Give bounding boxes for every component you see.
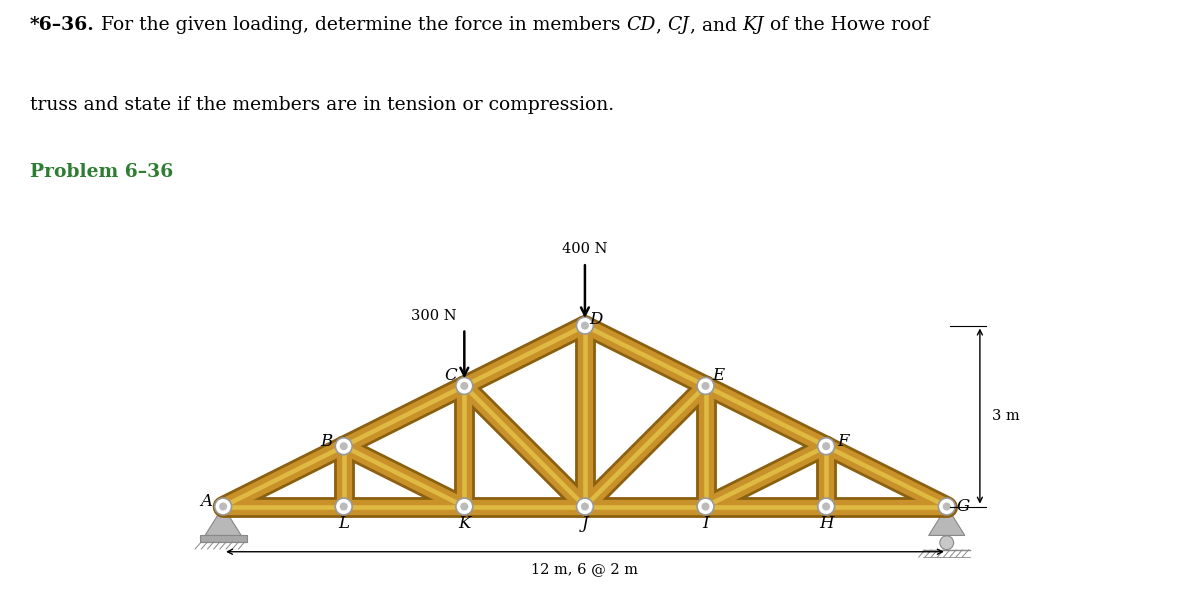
- Circle shape: [817, 498, 834, 515]
- Text: 12 m, 6 @ 2 m: 12 m, 6 @ 2 m: [532, 563, 638, 576]
- Text: F: F: [838, 433, 848, 450]
- Text: For the given loading, determine the force in members: For the given loading, determine the for…: [95, 16, 626, 34]
- Text: K: K: [458, 515, 470, 532]
- Text: truss and state if the members are in tension or compression.: truss and state if the members are in te…: [30, 95, 614, 113]
- Circle shape: [817, 438, 834, 455]
- Circle shape: [697, 377, 714, 394]
- Text: KJ: KJ: [743, 16, 764, 34]
- Circle shape: [702, 383, 709, 390]
- Circle shape: [943, 503, 950, 510]
- Text: ,: ,: [655, 16, 667, 34]
- Text: Problem 6–36: Problem 6–36: [30, 163, 173, 181]
- Circle shape: [220, 503, 227, 510]
- Text: 300 N: 300 N: [412, 309, 457, 323]
- Circle shape: [335, 438, 352, 455]
- Bar: [199, 535, 247, 541]
- Circle shape: [461, 383, 468, 390]
- Text: of the Howe roof: of the Howe roof: [764, 16, 929, 34]
- Circle shape: [582, 503, 588, 510]
- Circle shape: [341, 503, 347, 510]
- Text: B: B: [320, 433, 332, 450]
- Circle shape: [215, 498, 232, 515]
- Circle shape: [697, 498, 714, 515]
- Polygon shape: [205, 507, 241, 535]
- Text: J: J: [582, 515, 588, 532]
- Text: 3 m: 3 m: [992, 409, 1020, 423]
- Circle shape: [456, 377, 473, 394]
- Text: E: E: [713, 367, 725, 384]
- Circle shape: [702, 503, 709, 510]
- Circle shape: [823, 443, 829, 450]
- Circle shape: [456, 498, 473, 515]
- Text: L: L: [338, 515, 349, 532]
- Text: 400 N: 400 N: [562, 242, 607, 256]
- Circle shape: [341, 443, 347, 450]
- Text: H: H: [818, 515, 833, 532]
- Circle shape: [582, 322, 588, 329]
- Text: D: D: [589, 311, 602, 328]
- Polygon shape: [929, 507, 965, 535]
- Circle shape: [940, 536, 954, 549]
- Circle shape: [576, 317, 593, 334]
- Circle shape: [823, 503, 829, 510]
- Text: CJ: CJ: [667, 16, 690, 34]
- Circle shape: [938, 498, 955, 515]
- Text: , and: , and: [690, 16, 743, 34]
- Text: CD: CD: [626, 16, 655, 34]
- Text: A: A: [200, 493, 212, 510]
- Text: *6–36.: *6–36.: [30, 16, 95, 34]
- Text: C: C: [445, 367, 457, 384]
- Circle shape: [461, 503, 468, 510]
- Text: I: I: [702, 515, 709, 532]
- Circle shape: [335, 498, 352, 515]
- Circle shape: [576, 498, 593, 515]
- Text: G: G: [956, 498, 971, 515]
